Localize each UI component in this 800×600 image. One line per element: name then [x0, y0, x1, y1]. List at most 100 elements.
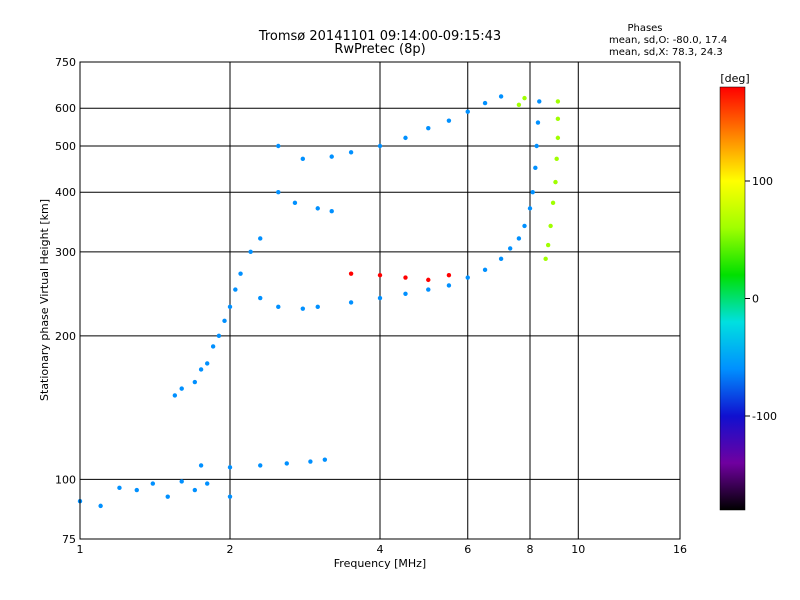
echo-point-O: [222, 318, 227, 324]
echo-point-O: [172, 393, 178, 398]
grid-lines: [80, 62, 680, 539]
echo-point-O: [498, 256, 504, 262]
echo-point-O: [165, 494, 170, 499]
echo-point-O: [403, 291, 408, 296]
y-tick-label: 200: [55, 330, 76, 343]
echo-point-oblique: [426, 277, 431, 283]
echo-point-X: [550, 200, 556, 206]
echo-point-O: [348, 300, 354, 305]
echo-point-O: [507, 246, 513, 251]
echo-point-oblique: [446, 272, 452, 278]
echo-point-O: [522, 223, 527, 229]
echo-point-O: [192, 379, 198, 385]
echo-point-O: [227, 304, 233, 310]
echo-point-O: [179, 479, 184, 484]
y-tick-label: 500: [55, 140, 76, 153]
echo-point-O: [535, 120, 541, 125]
echo-point-O: [198, 367, 204, 372]
echo-point-O: [198, 463, 204, 468]
echo-point-O: [292, 200, 298, 206]
echo-point-O: [315, 206, 320, 211]
y-tick-label: 750: [55, 56, 76, 69]
echo-point-O: [308, 459, 313, 464]
colorbar: [719, 86, 746, 511]
echo-point-X: [516, 102, 522, 108]
echo-point-X: [553, 179, 558, 185]
x-tick-label: 6: [464, 543, 471, 556]
echo-point-X: [554, 156, 559, 162]
phase-o-stats: mean, sd,O: -80.0, 17.4: [609, 35, 727, 46]
echo-point-O: [482, 267, 488, 273]
echo-point-O: [276, 304, 281, 310]
echo-point-O: [377, 143, 383, 149]
echo-point-O: [516, 236, 522, 241]
axis-ticks: 1 2 4 6 8 10 16 75 100 200 300 400 500 600 750: [55, 56, 687, 556]
echo-point-O: [329, 154, 334, 159]
echo-point-O: [300, 306, 306, 311]
echo-point-O: [179, 386, 184, 391]
echo-point-O: [227, 465, 233, 470]
echo-point-O: [537, 99, 542, 104]
echo-point-O: [276, 143, 281, 149]
echo-point-O: [446, 118, 452, 123]
y-tick-label: 400: [55, 186, 76, 199]
y-tick-label: 75: [62, 533, 76, 546]
echo-point-X: [545, 242, 551, 248]
chart-title: Tromsø 20141101 09:14:00-09:15:43: [258, 29, 501, 44]
echo-point-O: [533, 165, 538, 171]
colorbar-tick-label: 100: [752, 175, 773, 188]
echo-point-O: [322, 457, 328, 462]
echo-point-oblique: [403, 275, 408, 280]
echo-point-oblique: [348, 271, 354, 276]
echo-point-oblique: [377, 272, 383, 278]
x-tick-label: 4: [377, 543, 384, 556]
y-tick-label: 300: [55, 246, 76, 259]
colorbar-label: [deg]: [720, 72, 749, 85]
echo-point-O: [134, 487, 139, 493]
echo-point-O: [348, 150, 354, 155]
echo-point-O: [284, 461, 289, 466]
echo-point-O: [210, 344, 216, 349]
echo-point-O: [465, 109, 470, 114]
echo-point-O: [426, 125, 431, 131]
echo-point-O: [498, 94, 504, 99]
x-tick-label: 2: [227, 543, 234, 556]
echo-point-O: [276, 190, 281, 195]
echo-point-O: [204, 361, 210, 366]
echo-point-O: [329, 208, 334, 214]
echo-point-O: [534, 143, 539, 149]
echo-point-X: [555, 135, 561, 141]
echo-point-O: [248, 249, 253, 255]
x-tick-label: 8: [527, 543, 534, 556]
x-tick-label: 10: [571, 543, 585, 556]
echo-point-O: [482, 100, 488, 106]
echo-point-O: [233, 287, 238, 292]
echo-point-O: [530, 190, 535, 195]
echo-point-O: [216, 333, 222, 339]
echo-point-O: [227, 494, 233, 499]
y-tick-label: 100: [55, 473, 76, 486]
echo-point-O: [446, 283, 452, 288]
phase-x-stats: mean, sd,X: 78.3, 24.3: [609, 47, 723, 58]
chart-subtitle: RwPretec (8p): [334, 42, 425, 57]
echo-point-O: [315, 304, 320, 310]
y-axis-label: Stationary phase Virtual Height [km]: [38, 199, 51, 401]
echo-point-O: [300, 156, 306, 162]
x-tick-label: 1: [77, 543, 84, 556]
echo-point-O: [465, 275, 470, 280]
phase-heading: Phases: [627, 23, 662, 34]
echo-point-O: [204, 481, 210, 486]
echo-point-X: [548, 223, 553, 229]
echo-point-O: [426, 287, 431, 292]
echo-point-O: [192, 487, 198, 493]
echo-point-O: [527, 206, 533, 211]
y-tick-label: 600: [55, 102, 76, 115]
colorbar-tick-label: -100: [752, 410, 777, 423]
echo-point-O: [258, 463, 263, 468]
plot-frame: [79, 61, 681, 540]
colorbar-ticks: 100 0 -100: [745, 175, 777, 423]
echo-point-O: [238, 271, 243, 276]
echo-point-X: [522, 95, 527, 101]
echo-point-O: [117, 485, 122, 491]
